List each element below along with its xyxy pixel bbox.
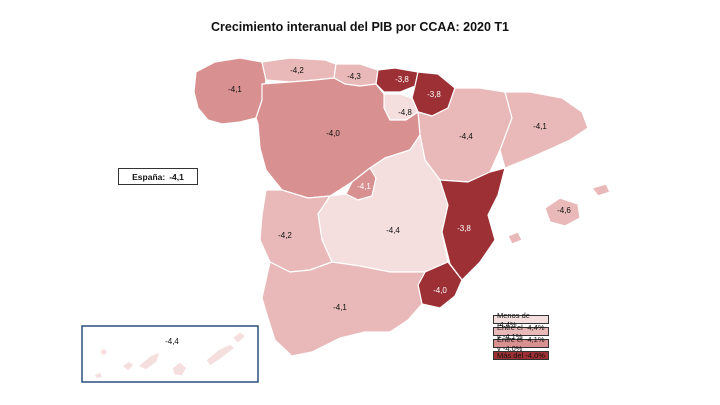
region-canarias-gran-canaria [171,361,188,377]
region-baleares-ibiza [507,231,523,245]
legend-swatch-4 [493,351,549,360]
label-galicia: -4,1 [228,85,242,94]
label-aragon: -4,4 [459,132,473,141]
legend-item-1: Menos de -4,4% [493,311,549,329]
legend-swatch-1 [493,315,549,324]
region-baleares-menorca [591,183,611,197]
label-castilla-la-mancha: -4,4 [386,226,400,235]
label-la-rioja: -4,8 [398,108,412,117]
region-canarias-2 [93,371,104,380]
label-cantabria: -4,3 [347,72,361,81]
region-valencia [439,167,506,281]
legend-swatch-3 [493,339,549,348]
region-cataluna [499,91,589,169]
label-extremadura: -4,2 [278,231,292,240]
legend-label-1: Menos de -4,4% [497,310,530,329]
canarias-inset-frame [81,325,259,383]
label-asturias: -4,2 [290,66,304,75]
label-canarias: -4,4 [165,337,179,346]
national-label: España: [132,171,166,182]
region-canarias-1 [98,347,109,357]
label-castilla-leon: -4,0 [326,129,340,138]
legend-label-3: Entre el -4,1% y -4,0% [497,334,545,353]
region-canarias-lanzarote [231,331,247,344]
legend-label-4: Más del -4,0% [497,351,545,360]
label-cataluna: -4,1 [533,122,547,131]
label-baleares: -4,6 [557,206,571,215]
map-title: Crecimiento interanual del PIB por CCAA:… [211,20,509,34]
label-pais-vasco: -3,8 [395,75,409,84]
national-value-box: España: -4,1 [118,168,198,185]
legend-item-3: Entre el -4,1% y -4,0% [493,335,549,353]
region-baleares [544,197,581,227]
legend-item-2: Entre el -4,4% y -4,1% [493,323,549,341]
label-murcia: -4,0 [433,286,447,295]
legend-label-2: Entre el -4,4% y -4,1% [497,322,545,341]
national-value: -4,1 [169,171,184,182]
label-valencia: -3,8 [457,224,471,233]
region-canarias-fuerteventura [205,343,236,367]
region-canarias-3 [121,360,135,372]
label-andalucia: -4,1 [333,303,347,312]
legend-swatch-2 [493,327,549,336]
region-andalucia [261,261,426,357]
label-madrid: -4,1 [357,182,371,191]
legend-item-4: Más del -4,0% [493,350,549,361]
legend: Menos de -4,4% Entre el -4,4% y -4,1% En… [493,311,549,362]
region-extremadura [259,189,333,273]
label-navarra: -3,8 [427,90,441,99]
region-canarias-tenerife [137,351,161,371]
